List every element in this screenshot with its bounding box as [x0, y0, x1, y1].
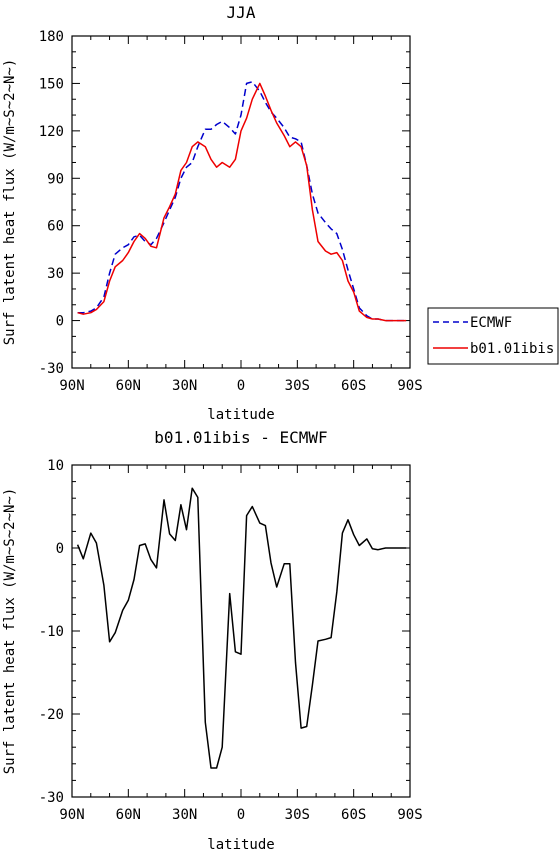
bottom-x-tick-label: 30S [285, 807, 310, 823]
top-y-tick-label: 90 [47, 171, 64, 187]
legend-ecmwf-label: ECMWF [470, 315, 512, 331]
bottom-y-tick-label: 0 [56, 541, 64, 557]
legend-box [427, 307, 559, 365]
top-x-tick-label: 90N [59, 378, 84, 394]
top-y-tick-label: 180 [39, 29, 64, 45]
top-plot-area: 90N 60N 30N 0 30S 60S 90S -30 0 30 60 90 120 150 180 [39, 29, 423, 394]
bottom-x-tick-label: 30N [172, 807, 197, 823]
top-x-tick-label: 30N [172, 378, 197, 394]
top-chart-title: JJA [227, 3, 256, 22]
top-x-tick-label: 60S [341, 378, 366, 394]
bottom-x-axis-title: latitude [207, 837, 274, 851]
top-y-tick-label: 120 [39, 124, 64, 140]
top-x-tick-label: 60N [116, 378, 141, 394]
top-y-tick-label: 60 [47, 219, 64, 235]
bottom-x-tick-label: 90N [59, 807, 84, 823]
legend-b01-label: b01.01ibis [470, 341, 554, 357]
bottom-y-axis-title: Surf latent heat flux (W/m~S~2~N~) [2, 488, 18, 775]
bottom-y-tick-label: -30 [39, 790, 64, 806]
bottom-y-tick-label: -20 [39, 707, 64, 723]
bottom-x-tick-label: 0 [237, 807, 245, 823]
bottom-y-tick-label: -10 [39, 624, 64, 640]
top-y-axis-title: Surf latent heat flux (W/m~S~2~N~) [2, 59, 18, 346]
top-series-0-line [77, 81, 407, 322]
bottom-plot-area: 90N 60N 30N 0 30S 60S 90S -30 -20 -10 0 10 [39, 458, 423, 823]
panel-top-chart: JJA 90N 60N 30N 0 30S 60S 90S -30 0 30 60 90 120 150 1… [2, 3, 423, 423]
top-y-tick-label: 30 [47, 266, 64, 282]
bottom-series-0-line [76, 487, 407, 769]
bottom-chart-title: b01.01ibis - ECMWF [154, 428, 327, 447]
bottom-y-tick-label: 10 [47, 458, 64, 474]
bottom-frame [71, 464, 411, 798]
top-y-tick-label: 0 [56, 314, 64, 330]
top-y-tick-label: 150 [39, 76, 64, 92]
bottom-x-tick-label: 60S [341, 807, 366, 823]
top-x-tick-label: 30S [285, 378, 310, 394]
top-x-axis-title: latitude [207, 407, 274, 423]
top-x-tick-label: 0 [237, 378, 245, 394]
bottom-x-tick-label: 60N [116, 807, 141, 823]
top-x-tick-label: 90S [397, 378, 422, 394]
top-frame [71, 35, 411, 369]
legend: ECMWF b01.01ibis [427, 307, 559, 365]
panel-bottom-chart: b01.01ibis - ECMWF 90N 60N 30N 0 30S 60S 90S -3… [2, 428, 423, 851]
bottom-x-tick-label: 90S [397, 807, 422, 823]
top-series-1-line [77, 82, 407, 322]
top-y-tick-label: -30 [39, 361, 64, 377]
